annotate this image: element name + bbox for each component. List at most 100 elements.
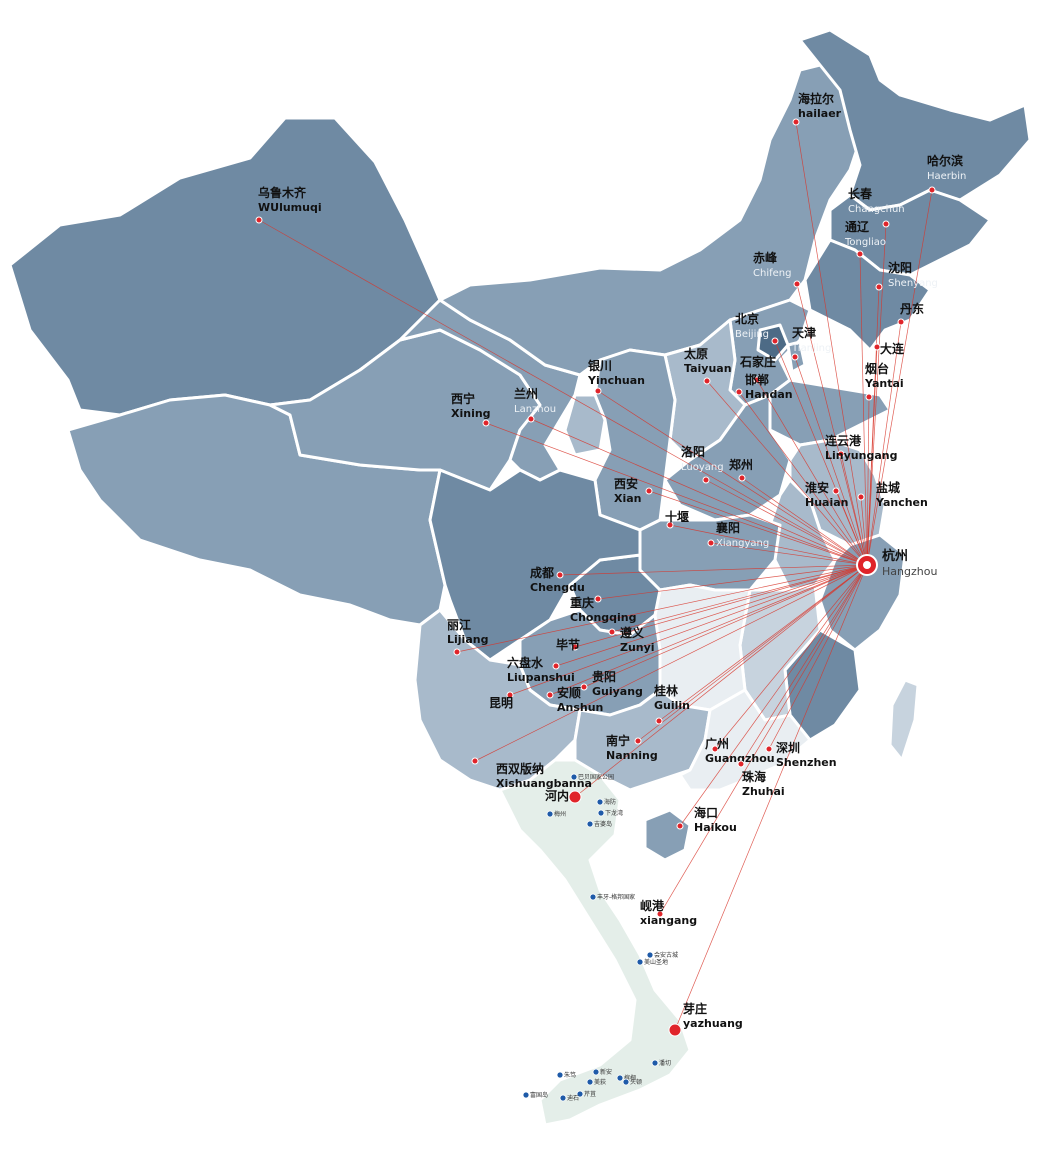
city-shiyan[interactable]: 十堰 [665,509,689,529]
city-name-zh: 沈阳 [888,260,912,275]
hub-marker[interactable]: 杭州 Hangzhou [856,548,937,578]
route-line-haikou [679,564,868,827]
city-dot [666,521,674,529]
city-chifeng[interactable]: 赤峰 Chifeng [753,250,801,288]
province-taiwan[interactable] [888,678,920,762]
city-shijiazhuang[interactable]: 石家庄 [739,354,776,384]
vn-spot-s6[interactable]: 丰牙-格邦国家 [589,893,635,901]
vn-spot-s11[interactable]: 美荻 [586,1078,606,1086]
city-changchun[interactable]: 长春 Changchun [848,186,905,228]
city-name-zh: 邯郸 [745,372,769,387]
route-line-changchun [866,223,887,566]
city-dot [580,683,588,691]
vn-spot-s8[interactable]: 美山圣地 [636,958,668,966]
vn-spot-label: 迪石 [567,1094,579,1102]
city-name-en: hailaer [798,107,842,120]
vn-spot-label: 美荻 [594,1078,606,1086]
city-tongliao[interactable]: 通辽 Tongliao [844,219,886,258]
route-line-shiyan [669,524,868,566]
city-dot [882,220,890,228]
city-name-en: xiangang [640,914,697,927]
city-name-en: Linyungang [825,449,897,462]
city-shenyang[interactable]: 沈阳 Shenyang [875,260,938,291]
vn-spot-s2[interactable]: 海防 [596,798,616,806]
vn-spot-s16[interactable]: 富国岛 [522,1091,548,1099]
route-line-xiangyang [710,542,868,566]
city-xiangyang[interactable]: 襄阳 Xiangyang [707,520,769,549]
route-line-taiyuan [706,380,868,566]
route-line-guilin [658,564,868,722]
vietnam-territory[interactable] [498,758,692,1127]
city-dalian[interactable]: 大连 [873,341,905,356]
city-hanoi[interactable]: 河内 [544,788,582,804]
province-inner-mongolia[interactable] [438,58,862,377]
city-kunming[interactable]: 昆明 [489,691,514,710]
city-name-zh: 北京 [735,311,759,326]
vn-spot-label: 吉婆岛 [594,820,612,828]
vn-spot-s7[interactable]: 会安古城 [646,951,678,959]
vn-spot-dot [622,1078,630,1086]
city-dot [711,745,719,753]
vn-spot-s15[interactable]: 迪石 [559,1094,579,1102]
city-lanzhou[interactable]: 兰州 Lanzhou [514,386,556,423]
city-bijie[interactable]: 毕节 [556,637,580,652]
city-haerbin[interactable]: 哈尔滨 Haerbin [927,153,966,194]
city-dandong[interactable]: 丹东 [897,301,924,326]
vn-spot-s1[interactable]: 巴贝国家公园 [570,773,614,781]
province-hainan[interactable] [643,808,692,862]
province-ningxia[interactable] [563,393,607,457]
vn-spot-s12[interactable]: 槟椥 [616,1074,636,1082]
route-lines [258,121,933,1031]
city-luoyang[interactable]: 洛阳 Luoyang [681,444,724,484]
vn-spot-s5[interactable]: 吉婆岛 [586,820,612,828]
city-beijing[interactable]: 北京 Beijing [735,311,779,345]
province-shandong[interactable] [768,378,892,447]
vn-spot-s3[interactable]: 下龙湾 [597,809,623,817]
vn-spot-s10[interactable]: 新安 [592,1068,612,1076]
vn-spot-s13[interactable]: 头顿 [622,1078,642,1086]
vn-spot-s4[interactable]: 梅州 [546,810,566,818]
route-line-dandong [866,321,902,566]
vn-spot-label: 梅州 [554,810,566,818]
city-name-zh: 贵阳 [592,669,616,684]
province-sichuan[interactable] [428,468,642,662]
vn-spot-s17[interactable]: 潘切 [651,1059,671,1067]
city-tianjin[interactable]: 天津 Tianjing [791,325,831,361]
city-zhengzhou[interactable]: 郑州 [729,457,753,482]
route-line-kunming [509,564,868,696]
city-name-zh: 丹东 [900,301,924,316]
province-heilongjiang[interactable] [798,28,1032,212]
vn-spot-s14[interactable]: 芹苴 [576,1090,596,1098]
vn-spot-s9[interactable]: 朱笃 [556,1071,576,1079]
city-dot [571,643,579,651]
province-guangdong[interactable] [678,688,812,792]
city-name-zh: 岘港 [640,898,665,913]
